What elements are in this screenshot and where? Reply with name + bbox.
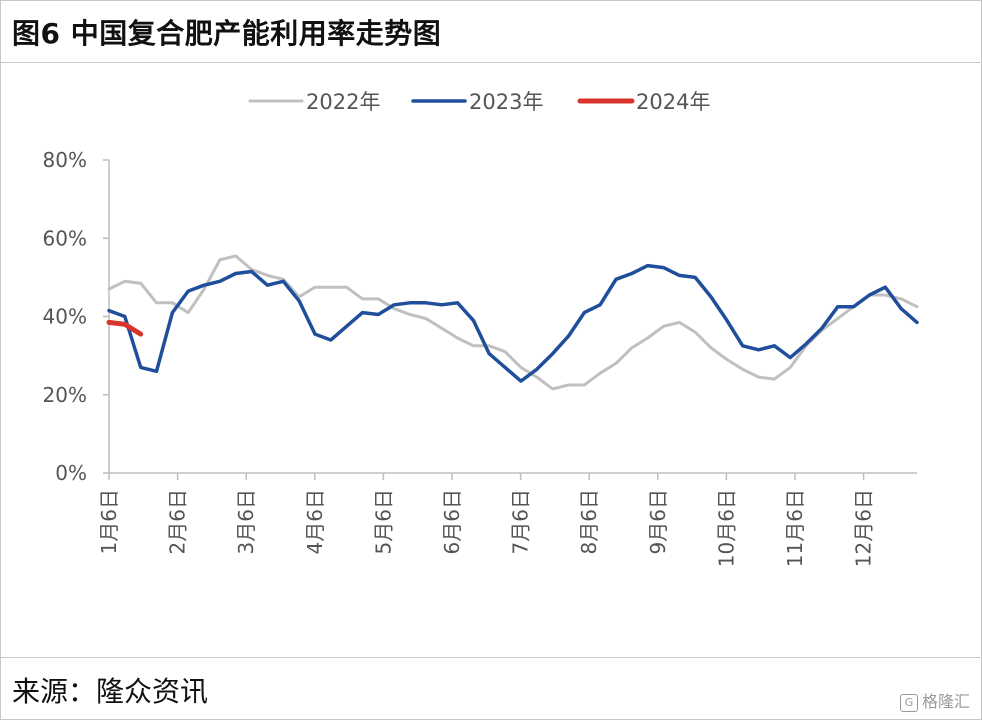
x-tick-label: 10月6日 bbox=[714, 489, 738, 567]
axes: 0% 20% 40% 60% 80% 1月6日 2月6日 3月6日 4月6日 5月6日 6月6日 7月… bbox=[43, 148, 917, 567]
x-tick-label: 12月6日 bbox=[852, 489, 876, 567]
x-tick-label: 6月6日 bbox=[440, 489, 464, 554]
y-tick-label: 60% bbox=[43, 226, 87, 250]
y-tick-label: 0% bbox=[55, 461, 87, 485]
source-note: 来源：隆众资讯 bbox=[12, 675, 209, 708]
legend-label: 2024年 bbox=[636, 90, 710, 114]
x-tick-label: 11月6日 bbox=[783, 489, 807, 567]
x-tick-label: 4月6日 bbox=[303, 489, 327, 554]
x-tick-label: 9月6日 bbox=[646, 489, 670, 554]
series-line-2023年 bbox=[107, 263, 919, 383]
x-tick-label: 7月6日 bbox=[509, 489, 533, 554]
y-tick-label: 40% bbox=[43, 305, 87, 329]
legend-label: 2022年 bbox=[306, 90, 380, 114]
x-tick-label: 8月6日 bbox=[577, 489, 601, 554]
line-chart: 2022年 2023年 2024年 0% 20% 40% 60% 80% 1月6日 2月6日 3月… bbox=[43, 90, 919, 567]
watermark-text: 格隆汇 bbox=[921, 692, 970, 711]
series-line-2024年 bbox=[106, 319, 144, 337]
title-bar: 图6 中国复合肥产能利用率走势图 bbox=[0, 0, 980, 63]
legend-label: 2023年 bbox=[469, 90, 543, 114]
watermark: G 格隆汇 bbox=[899, 688, 970, 712]
x-tick-label: 1月6日 bbox=[97, 489, 121, 554]
x-tick-label: 5月6日 bbox=[371, 489, 395, 554]
series-line-2022年 bbox=[107, 254, 919, 391]
footer: 来源：隆众资讯 G 格隆汇 bbox=[0, 657, 980, 719]
series-layer bbox=[106, 254, 919, 391]
x-tick-label: 2月6日 bbox=[166, 489, 190, 554]
legend: 2022年 2023年 2024年 bbox=[248, 90, 710, 114]
chart-title: 图6 中国复合肥产能利用率走势图 bbox=[12, 17, 442, 50]
x-tick-label: 3月6日 bbox=[234, 489, 258, 554]
y-tick-label: 80% bbox=[43, 148, 87, 172]
logo-icon: G bbox=[899, 693, 918, 712]
y-tick-label: 20% bbox=[43, 383, 87, 407]
